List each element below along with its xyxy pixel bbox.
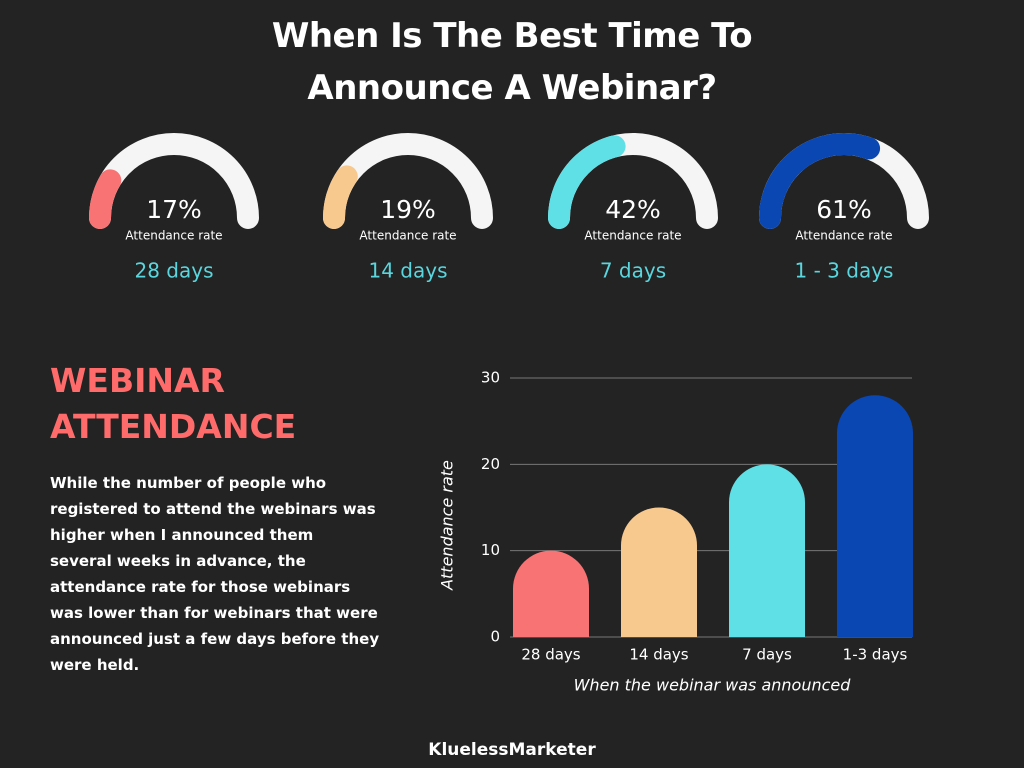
y-axis-label: Attendance rate xyxy=(438,460,457,591)
x-tick-label: 14 days xyxy=(629,646,688,664)
y-tick-label: 30 xyxy=(481,369,500,387)
bar xyxy=(513,550,589,637)
bar xyxy=(837,395,913,637)
x-axis-label: When the webinar was announced xyxy=(574,676,852,695)
gauge-value: 19% xyxy=(380,195,436,224)
section-heading: WEBINAR ATTENDANCE xyxy=(50,361,297,446)
gauge-caption: Attendance rate xyxy=(359,229,456,243)
gauge-category: 7 days xyxy=(600,259,666,283)
body-text: While the number of people who registere… xyxy=(50,474,380,674)
y-tick-label: 0 xyxy=(490,628,500,646)
title: When Is The Best Time To Announce A Webi… xyxy=(271,16,753,108)
gauge-arc xyxy=(89,169,122,229)
gauge-arc xyxy=(548,135,626,229)
gauge-caption: Attendance rate xyxy=(795,229,892,243)
gauge-value: 17% xyxy=(146,195,202,224)
x-tick-label: 7 days xyxy=(742,646,792,664)
x-tick-label: 28 days xyxy=(521,646,580,664)
gauge-category: 14 days xyxy=(368,259,447,283)
gauge-category: 1 - 3 days xyxy=(795,259,894,283)
y-tick-label: 10 xyxy=(481,541,500,559)
bar xyxy=(621,507,697,637)
bar xyxy=(729,464,805,637)
gauge-caption: Attendance rate xyxy=(125,229,222,243)
gauge-value: 42% xyxy=(605,195,661,224)
footer: KluelessMarketer xyxy=(428,740,596,760)
gauge-arc xyxy=(323,165,358,229)
gauge-value: 61% xyxy=(816,195,872,224)
y-tick-label: 20 xyxy=(481,455,500,473)
x-tick-label: 1-3 days xyxy=(843,646,908,664)
gauge-category: 28 days xyxy=(134,259,213,283)
gauge-arc xyxy=(759,133,881,229)
gauge-caption: Attendance rate xyxy=(584,229,681,243)
